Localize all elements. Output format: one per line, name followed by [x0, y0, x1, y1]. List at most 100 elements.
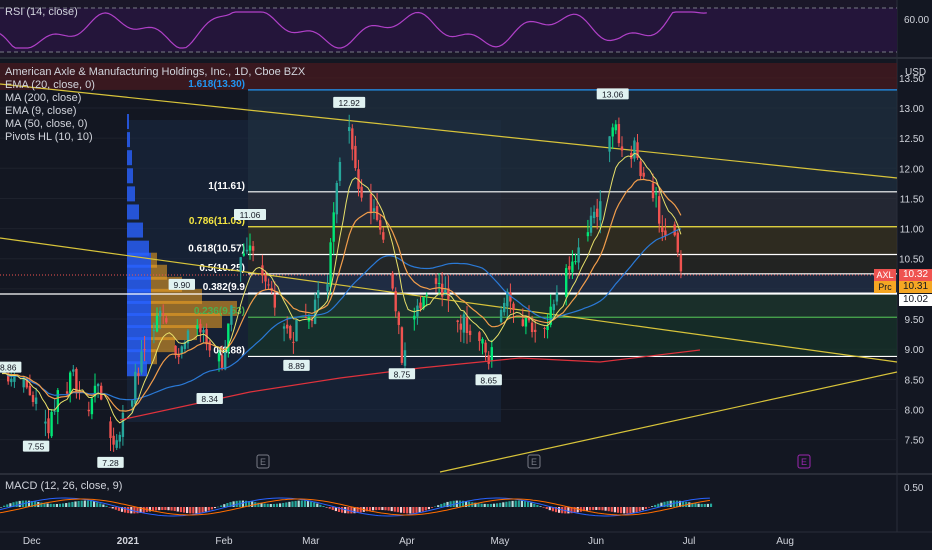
earnings-icon-letter: E: [260, 457, 266, 467]
macd-bar: [65, 503, 68, 507]
candle: [72, 364, 75, 377]
macd-bar: [502, 502, 505, 507]
indicator-ema20[interactable]: EMA (20, close, 0): [5, 79, 95, 91]
candle: [372, 199, 376, 220]
candle: [295, 319, 298, 342]
candle-body: [379, 220, 382, 230]
candle-body: [369, 193, 373, 214]
candle: [50, 409, 53, 438]
candle: [93, 373, 97, 403]
candle-body: [394, 290, 397, 312]
candle-body: [357, 169, 360, 189]
macd-bar: [443, 502, 446, 507]
volume-bar: [127, 168, 133, 184]
volume-bar: [151, 288, 202, 304]
candle: [658, 186, 661, 233]
candle-body: [676, 232, 679, 253]
candle-body: [75, 368, 78, 394]
macd-bar: [337, 507, 341, 512]
candle: [534, 319, 537, 343]
candle: [577, 238, 580, 270]
candle-body: [202, 329, 205, 333]
macd-bar: [353, 507, 356, 514]
macd-bar: [660, 502, 663, 507]
candle: [633, 137, 636, 162]
candle: [317, 280, 320, 311]
macd-bar: [542, 507, 545, 508]
macd-bar: [77, 500, 80, 507]
macd-bar: [533, 503, 536, 507]
macd-level-label: 0.50: [904, 483, 924, 494]
candle-body: [137, 373, 140, 376]
candle: [282, 323, 286, 342]
candle: [310, 316, 314, 328]
macd-bar: [483, 503, 486, 507]
macd-bar: [6, 504, 9, 507]
candle: [611, 123, 614, 150]
candle: [180, 345, 183, 359]
candle: [636, 134, 639, 160]
candle: [468, 324, 472, 343]
macd-bar: [204, 507, 207, 512]
macd-bar: [434, 506, 437, 507]
volume-bar: [127, 150, 132, 166]
indicator-ema9[interactable]: EMA (9, close): [5, 105, 77, 117]
indicator-pivots[interactable]: Pivots HL (10, 10): [5, 131, 93, 143]
candle: [571, 250, 574, 279]
candle: [391, 271, 394, 291]
macd-bar: [217, 506, 220, 508]
volume-bar: [151, 264, 167, 280]
candle: [53, 397, 56, 415]
macd-bar: [378, 507, 381, 511]
candle-body: [292, 341, 295, 343]
macd-bar: [300, 500, 303, 507]
macd-bar: [595, 507, 598, 511]
macd-bar: [440, 503, 443, 507]
candle-body: [351, 128, 354, 150]
macd-label: MACD (12, 26, close, 9): [5, 480, 123, 492]
volume-profile: [127, 114, 237, 377]
volume-bar: [127, 264, 151, 280]
earnings-icon-box: [797, 454, 811, 469]
price-tick-label: 8.50: [905, 375, 925, 386]
macd-bar: [474, 502, 477, 507]
candle: [524, 315, 528, 335]
macd-bar: [3, 505, 6, 507]
rsi-level-label: 60.00: [904, 15, 930, 26]
candle: [651, 173, 655, 202]
candle: [462, 311, 466, 344]
macd-bar: [248, 501, 251, 507]
candle-body: [372, 208, 376, 212]
pivot-label-text: 13.06: [602, 89, 624, 99]
macd-bar: [666, 501, 669, 507]
volume-bar: [151, 313, 222, 329]
candle: [227, 323, 230, 358]
earnings-icon: [797, 454, 811, 469]
candle-body: [34, 397, 38, 404]
candle: [96, 382, 100, 398]
candle-body: [506, 291, 509, 307]
candle-body: [592, 211, 596, 219]
macd-bar: [449, 501, 452, 507]
macd-bar: [375, 507, 378, 511]
candle-body: [481, 339, 484, 344]
fib-band: [248, 293, 897, 318]
candles: [3, 114, 683, 452]
candle-body: [397, 312, 400, 325]
macd-bar: [269, 503, 272, 507]
candle-body: [574, 261, 577, 263]
pivot-label: [22, 440, 50, 452]
candle-body: [400, 327, 404, 363]
candle-body: [425, 294, 428, 296]
indicator-ma50[interactable]: MA (50, close, 0): [5, 118, 88, 130]
macd-bar: [15, 501, 18, 507]
indicator-ma200[interactable]: MA (200, close): [5, 92, 82, 104]
macd-bar: [387, 507, 390, 511]
candle: [332, 202, 335, 255]
candle: [444, 276, 447, 296]
macd-bar: [709, 503, 713, 507]
candle-body: [90, 398, 94, 415]
candle-body: [509, 292, 512, 302]
candle-body: [577, 247, 580, 263]
